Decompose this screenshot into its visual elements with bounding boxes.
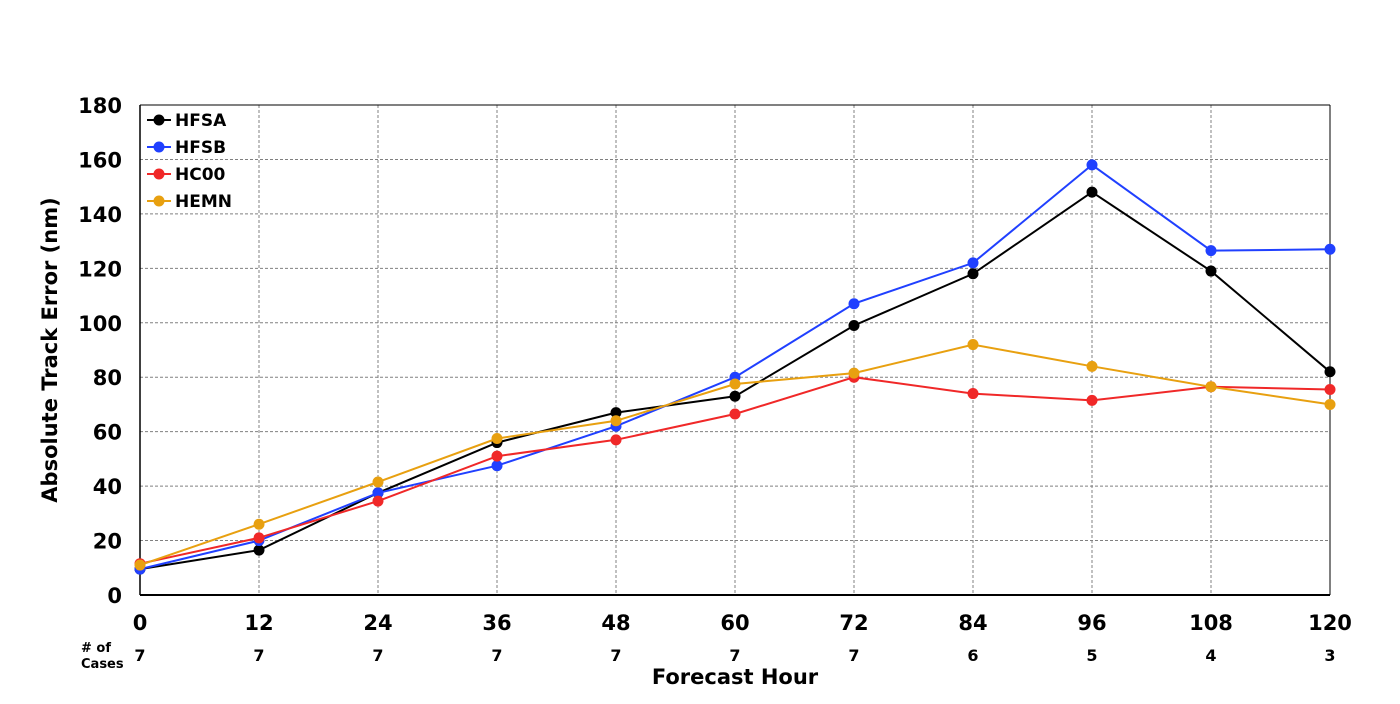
data-point-hfsa [1324, 366, 1336, 378]
data-point-hfsa [1205, 265, 1217, 277]
data-point-hfsb [372, 487, 384, 499]
y-tick-label: 140 [78, 203, 122, 227]
data-point-hfsa [1086, 186, 1098, 198]
y-tick-label: 40 [93, 475, 122, 499]
case-count: 7 [372, 646, 383, 665]
data-point-hemn [372, 476, 384, 488]
y-tick-label: 180 [78, 94, 122, 118]
data-point-hc00 [491, 450, 503, 462]
data-point-hemn [610, 415, 622, 427]
data-point-hc00 [729, 408, 741, 420]
cases-label-line2: Cases [81, 657, 124, 672]
data-point-hfsa [729, 390, 741, 402]
data-point-hemn [253, 518, 265, 530]
x-tick-label: 36 [482, 611, 511, 635]
legend-marker-hfsb [153, 141, 165, 153]
x-axis-label: Forecast Hour [652, 665, 819, 689]
x-tick-label: 24 [363, 611, 392, 635]
x-tick-label: 72 [839, 611, 868, 635]
data-point-hc00 [1324, 383, 1336, 395]
legend-marker-hemn [153, 195, 165, 207]
case-count: 7 [729, 646, 740, 665]
cases-label-line1: # of [81, 641, 111, 656]
x-tick-label: 120 [1308, 611, 1352, 635]
data-point-hemn [491, 432, 503, 444]
data-point-hfsb [1324, 243, 1336, 255]
series-group [134, 159, 1336, 575]
data-point-hemn [1324, 398, 1336, 410]
case-count: 5 [1086, 646, 1097, 665]
data-point-hfsb [491, 460, 503, 472]
axes [139, 104, 1331, 596]
x-tick-label: 60 [720, 611, 749, 635]
y-tick-label: 160 [78, 148, 122, 172]
data-point-hc00 [610, 434, 622, 446]
legend-label-hemn: HEMN [175, 192, 232, 212]
y-tick-label: 80 [93, 366, 122, 390]
case-count: 6 [967, 646, 978, 665]
y-axis-label: Absolute Track Error (nm) [38, 197, 62, 502]
y-tick-label: 0 [107, 584, 122, 608]
tick-labels: 0 20 40 60 80 100 120 140 160 180 0 12 24 36 48 60 72 84 9… [78, 94, 1352, 635]
data-point-hfsb [848, 298, 860, 310]
x-tick-label: 12 [244, 611, 273, 635]
data-point-hemn [967, 339, 979, 351]
data-point-hfsb [1086, 159, 1098, 171]
data-point-hc00 [372, 495, 384, 507]
legend-label-hfsb: HFSB [175, 138, 226, 158]
x-tick-label: 96 [1077, 611, 1106, 635]
legend-label-hfsa: HFSA [175, 111, 227, 131]
data-point-hemn [1205, 381, 1217, 393]
x-tick-label: 84 [958, 611, 987, 635]
data-point-hfsa [967, 268, 979, 280]
x-tick-label: 0 [133, 611, 148, 635]
legend-marker-hfsa [153, 114, 165, 126]
data-point-hfsa [253, 544, 265, 556]
case-count: 7 [491, 646, 502, 665]
legend: HFSA HFSB HC00 HEMN [147, 111, 232, 212]
case-count: 7 [610, 646, 621, 665]
data-point-hemn [848, 367, 860, 379]
data-point-hfsb [967, 257, 979, 269]
case-count: 4 [1205, 646, 1216, 665]
data-point-hemn [134, 559, 146, 571]
x-tick-label: 48 [601, 611, 630, 635]
case-count: 7 [134, 646, 145, 665]
data-point-hfsa [848, 320, 860, 331]
data-point-hc00 [253, 532, 265, 544]
data-point-hemn [729, 378, 741, 390]
case-count: 3 [1324, 646, 1335, 665]
data-point-hfsb [1205, 245, 1217, 257]
y-tick-label: 60 [93, 421, 122, 445]
y-tick-label: 120 [78, 257, 122, 281]
legend-marker-hc00 [153, 168, 165, 180]
case-count: 7 [253, 646, 264, 665]
y-tick-label: 100 [78, 312, 122, 336]
legend-label-hc00: HC00 [175, 165, 226, 185]
data-point-hemn [1086, 360, 1098, 372]
x-tick-label: 108 [1189, 611, 1233, 635]
data-point-hc00 [1086, 394, 1098, 406]
data-point-hc00 [967, 388, 979, 400]
case-count: 7 [848, 646, 859, 665]
y-tick-label: 20 [93, 530, 122, 554]
data-point-hfsa [610, 407, 622, 419]
